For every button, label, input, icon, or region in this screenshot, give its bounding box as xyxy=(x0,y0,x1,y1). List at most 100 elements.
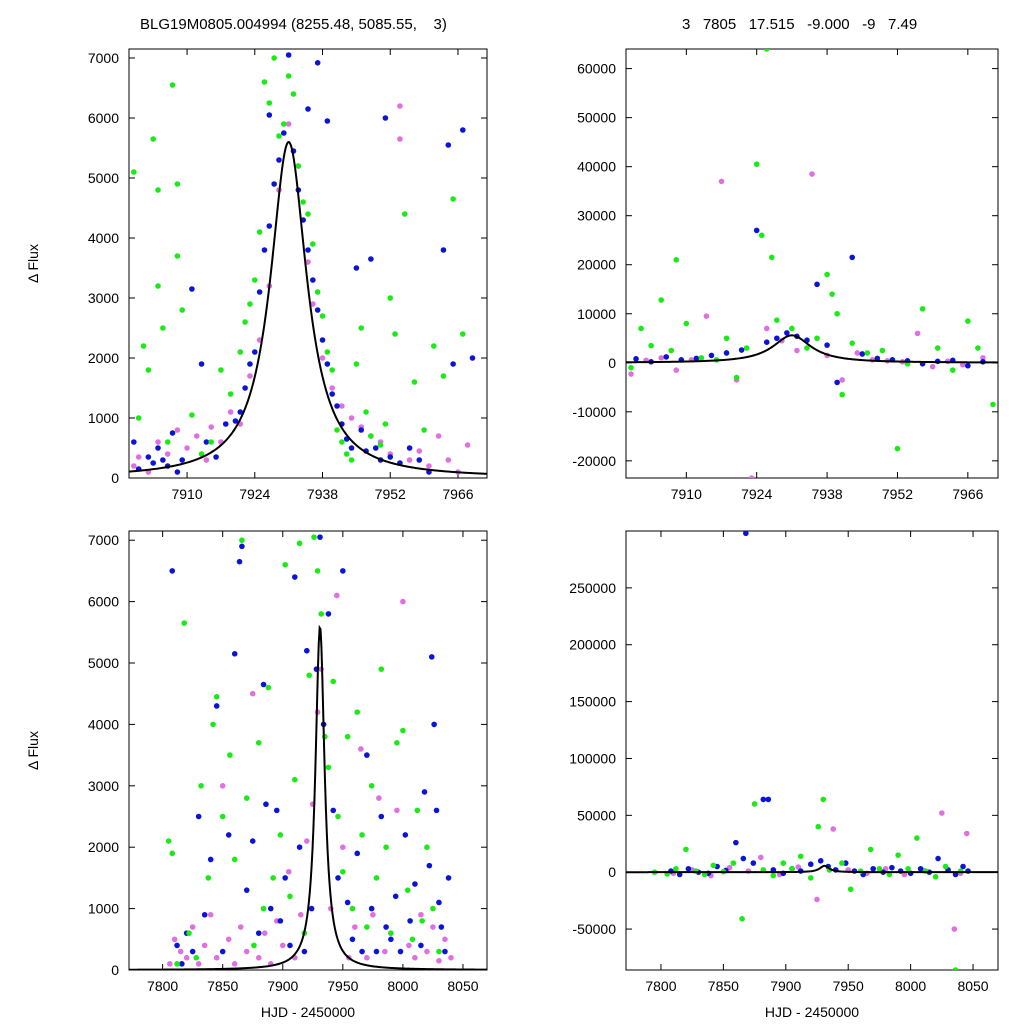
data-point-green xyxy=(824,271,830,278)
data-point-blue xyxy=(231,650,238,657)
data-point-green xyxy=(668,347,675,354)
data-point-green xyxy=(324,349,331,355)
data-point-green xyxy=(265,684,272,691)
data-point-blue xyxy=(285,52,292,58)
data-point-green xyxy=(305,211,311,217)
data-point-blue xyxy=(428,654,435,660)
data-point-blue xyxy=(743,531,749,537)
data-point-blue xyxy=(368,256,374,262)
y-tick-label: 30000 xyxy=(577,208,616,224)
data-point-blue xyxy=(314,307,321,313)
data-point-green xyxy=(219,813,226,820)
data-point-blue xyxy=(155,445,161,451)
data-point-green xyxy=(894,445,901,452)
data-point-blue xyxy=(247,361,253,367)
title-right: 3 7805 17.515 -9.000 -9 7.49 xyxy=(682,16,918,33)
data-point-green xyxy=(739,916,745,922)
data-point-green xyxy=(751,801,758,807)
data-point-green xyxy=(205,875,212,881)
data-point-green xyxy=(879,347,886,354)
data-point-magenta xyxy=(980,355,986,361)
data-point-green xyxy=(291,776,298,783)
y-tick-label: 6000 xyxy=(88,594,119,610)
data-point-green xyxy=(329,367,335,373)
data-point-green xyxy=(330,678,337,685)
data-point-blue xyxy=(445,142,452,148)
y-tick-label: 3000 xyxy=(88,290,119,306)
data-point-magenta xyxy=(436,957,442,964)
x-axis-label: HJD - 2450000 xyxy=(261,1004,355,1020)
data-point-blue xyxy=(917,865,924,872)
data-point-green xyxy=(430,343,437,349)
data-point-green xyxy=(164,439,171,445)
data-point-green xyxy=(160,325,166,331)
data-point-magenta xyxy=(758,854,764,861)
data-point-green xyxy=(334,427,340,433)
data-point-blue xyxy=(870,865,876,872)
y-tick-label: 7000 xyxy=(88,532,119,548)
data-point-magenta xyxy=(219,783,226,789)
data-point-blue xyxy=(179,961,185,967)
data-point-blue xyxy=(271,181,277,187)
data-point-green xyxy=(387,295,394,301)
data-point-blue xyxy=(213,454,219,460)
x-tick-label: 7938 xyxy=(812,486,843,502)
data-point-blue xyxy=(261,247,268,253)
data-point-green xyxy=(414,807,421,814)
data-point-blue xyxy=(242,385,248,391)
data-point-green xyxy=(774,317,780,323)
data-point-magenta xyxy=(189,924,196,930)
y-tick-label: 1000 xyxy=(88,901,119,917)
data-point-blue xyxy=(334,403,340,409)
data-point-blue xyxy=(633,356,639,362)
data-point-blue xyxy=(750,860,757,866)
data-point-green xyxy=(867,846,874,853)
data-point-magenta xyxy=(400,598,406,605)
data-point-magenta xyxy=(285,868,292,875)
data-point-green xyxy=(763,49,770,52)
data-point-green xyxy=(251,942,257,949)
data-point-magenta xyxy=(227,409,234,415)
data-point-blue xyxy=(287,942,293,949)
x-tick-label: 7950 xyxy=(327,978,358,994)
data-point-blue xyxy=(359,948,365,955)
data-point-green xyxy=(683,320,690,327)
y-tick-label: 4000 xyxy=(88,716,119,732)
data-point-blue xyxy=(263,801,269,808)
data-point-green xyxy=(430,905,436,912)
data-point-magenta xyxy=(348,415,355,421)
data-point-blue xyxy=(814,281,820,288)
data-point-green xyxy=(382,421,389,427)
data-point-magenta xyxy=(213,954,220,961)
data-point-green xyxy=(949,367,956,373)
data-point-green xyxy=(383,844,389,851)
data-point-magenta xyxy=(464,442,471,448)
data-point-magenta xyxy=(201,942,208,949)
data-point-blue xyxy=(281,130,287,136)
data-point-green xyxy=(348,457,355,463)
data-point-magenta xyxy=(416,448,423,454)
data-point-blue xyxy=(382,115,389,121)
x-tick-label: 7850 xyxy=(708,978,739,994)
data-point-green xyxy=(363,409,369,415)
data-point-blue xyxy=(406,445,413,451)
data-point-magenta xyxy=(426,463,432,469)
data-point-blue xyxy=(889,864,895,871)
data-point-green xyxy=(820,796,827,803)
y-tick-label: 3000 xyxy=(88,778,119,794)
data-point-green xyxy=(780,860,787,866)
x-tick-label: 7938 xyxy=(307,486,338,502)
data-point-green xyxy=(789,865,795,872)
data-point-blue xyxy=(440,247,447,253)
plot-frame xyxy=(128,530,488,971)
data-point-blue xyxy=(237,409,244,415)
data-point-green xyxy=(243,795,250,801)
data-point-blue xyxy=(358,427,365,433)
y-tick-label: 6000 xyxy=(88,110,119,126)
y-tick-label: -20000 xyxy=(572,453,616,469)
data-point-green xyxy=(227,752,233,758)
data-point-green xyxy=(733,374,740,381)
data-point-blue xyxy=(344,899,351,906)
data-point-green xyxy=(768,254,775,261)
data-point-blue xyxy=(784,330,790,336)
